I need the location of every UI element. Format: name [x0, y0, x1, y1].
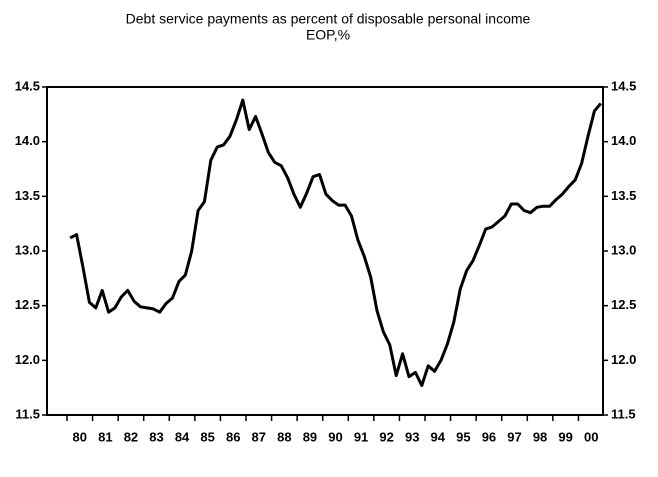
x-tick-label: 93: [405, 429, 419, 444]
x-tick-label: 98: [533, 429, 547, 444]
x-tick-label: 92: [379, 429, 393, 444]
x-tick-label: 83: [149, 429, 163, 444]
y2-tick-label: 12.0: [611, 352, 636, 367]
plot-frame: [46, 86, 604, 416]
y-tick-label: 12.5: [15, 297, 40, 312]
x-tick-label: 91: [354, 429, 368, 444]
y-tick-label: 12.0: [15, 352, 40, 367]
x-tick-label: 87: [252, 429, 266, 444]
x-tick-label: 80: [73, 429, 87, 444]
x-tick-label: 95: [456, 429, 470, 444]
y-tick-label: 13.5: [15, 188, 40, 203]
y2-tick-label: 12.5: [611, 297, 636, 312]
x-tick-label: 90: [328, 429, 342, 444]
x-tick-label: 89: [303, 429, 317, 444]
x-tick-label: 85: [200, 429, 214, 444]
y-tick-label: 14.5: [15, 78, 40, 93]
x-tick-label: 82: [124, 429, 138, 444]
x-tick-label: 86: [226, 429, 240, 444]
x-tick-label: 99: [558, 429, 572, 444]
data-line: [69, 98, 602, 387]
y-tick-label: 11.5: [15, 406, 40, 421]
chart-subtitle: EOP,%: [306, 27, 350, 43]
y-tick-label: 13.0: [15, 242, 40, 257]
y-tick-label: 14.0: [15, 133, 40, 148]
x-tick-label: 81: [98, 429, 112, 444]
x-tick-label: 97: [507, 429, 521, 444]
x-tick-label: 96: [482, 429, 496, 444]
x-tick-label: 84: [175, 429, 190, 444]
x-tick-label: 88: [277, 429, 291, 444]
chart-title: Debt service payments as percent of disp…: [126, 11, 531, 27]
x-tick-label: 00: [584, 429, 598, 444]
y2-tick-label: 14.5: [611, 78, 636, 93]
y2-tick-label: 13.0: [611, 242, 636, 257]
x-tick-label: 94: [431, 429, 446, 444]
y2-tick-label: 14.0: [611, 133, 636, 148]
y2-tick-label: 13.5: [611, 188, 636, 203]
y2-tick-label: 11.5: [611, 406, 636, 421]
